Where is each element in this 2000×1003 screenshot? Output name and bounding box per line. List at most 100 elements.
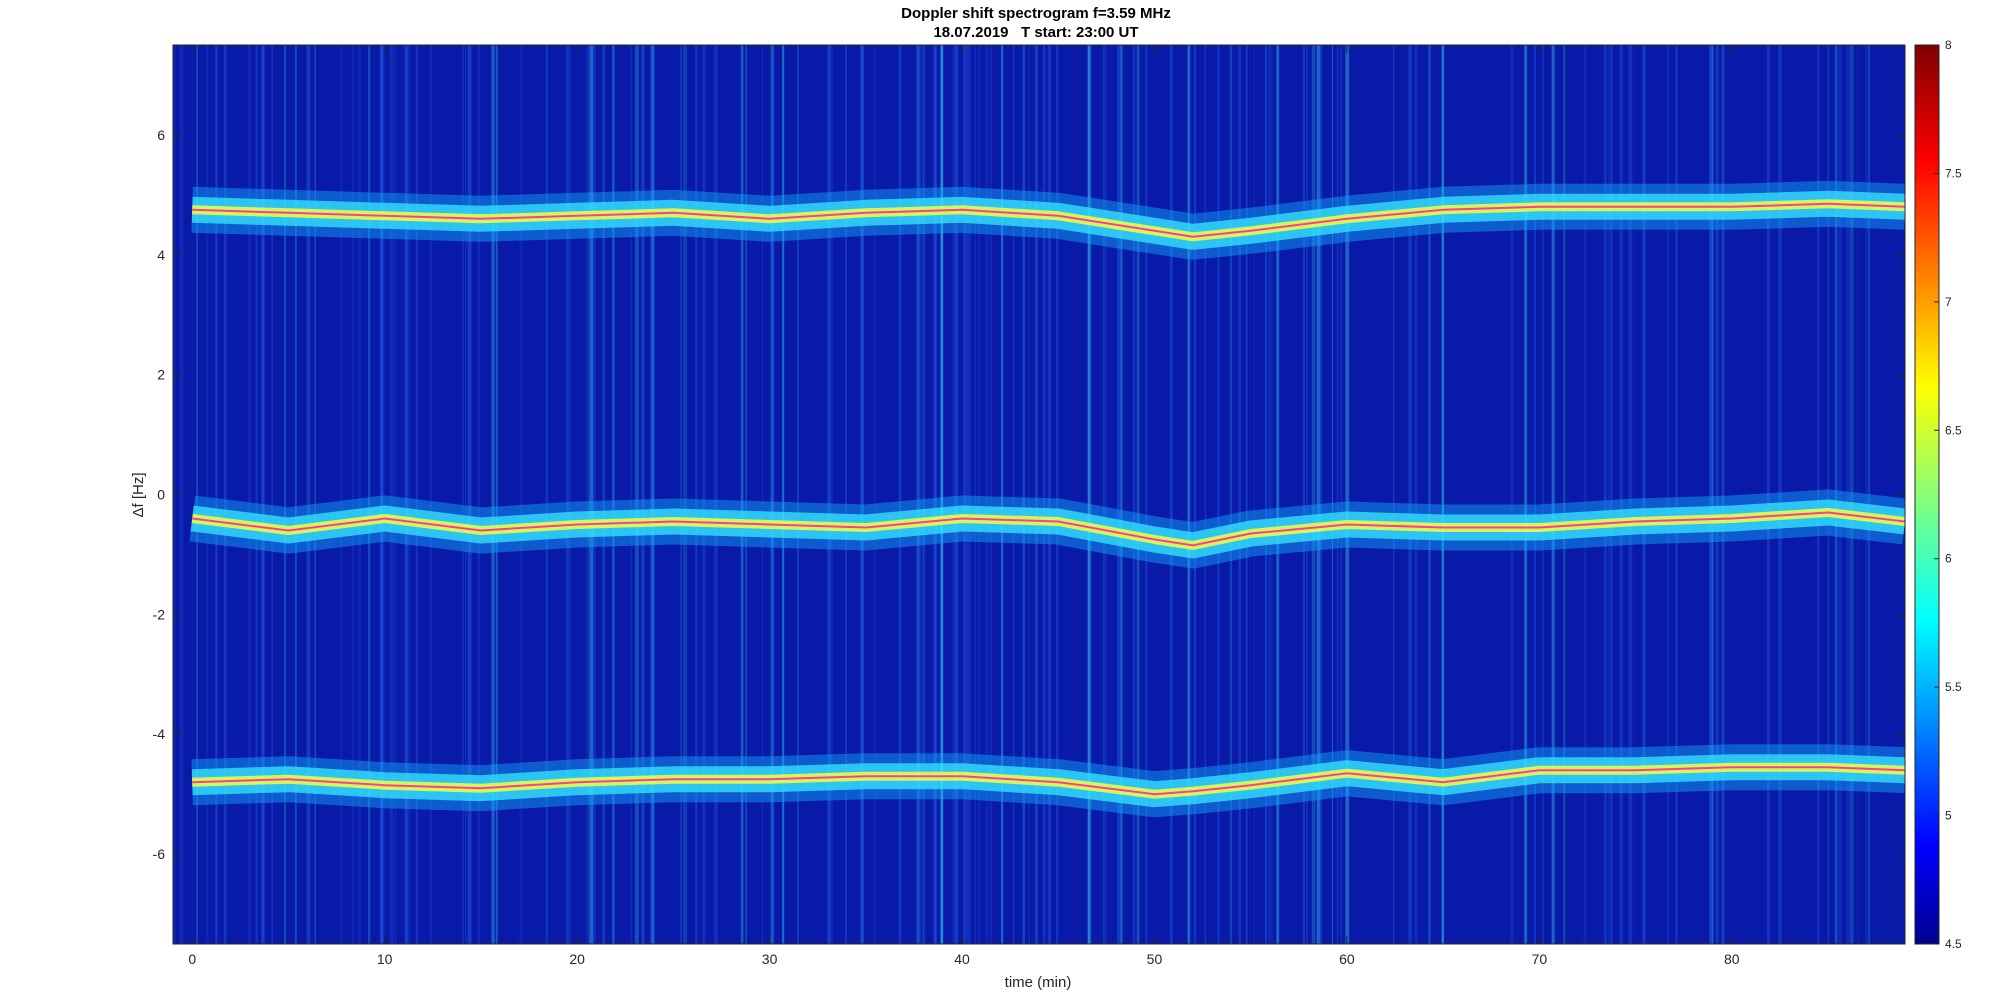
noise-stripe	[1316, 45, 1321, 944]
noise-stripe	[1846, 45, 1850, 944]
x-axis-label: time (min)	[1005, 974, 1072, 991]
noise-stripe	[1524, 45, 1528, 944]
noise-stripe	[262, 45, 265, 944]
noise-stripe	[989, 45, 993, 944]
noise-stripe	[1868, 45, 1870, 944]
ridge-line	[192, 202, 1905, 238]
noise-stripe	[1314, 45, 1316, 944]
noise-stripe	[1028, 45, 1030, 944]
noise-stripe	[1721, 45, 1725, 944]
noise-stripe	[1666, 45, 1670, 944]
noise-stripe	[1865, 45, 1870, 944]
noise-stripe	[206, 45, 209, 944]
colorbar: 4.5 5 5.5 6 6.5 7 7.5 8	[1914, 38, 1962, 951]
noise-stripe	[1510, 45, 1514, 944]
noise-stripe	[1428, 45, 1431, 944]
noise-stripe	[1534, 45, 1536, 944]
colorbar-tick-label: 5.5	[1945, 680, 1962, 694]
noise-stripe	[940, 45, 944, 944]
noise-stripe	[612, 45, 615, 944]
noise-stripe	[1193, 45, 1197, 944]
noise-stripe	[1603, 45, 1608, 944]
noise-stripe	[1102, 45, 1105, 944]
noise-stripe	[1169, 45, 1173, 944]
noise-stripe	[586, 45, 590, 944]
noise-stripe	[1583, 45, 1587, 944]
noise-stripe	[1056, 45, 1059, 944]
noise-stripe	[284, 45, 287, 944]
y-tick-label: 4	[157, 247, 165, 263]
noise-stripe	[1117, 45, 1122, 944]
noise-stripe	[874, 45, 876, 944]
noise-stripe	[680, 45, 682, 944]
noise-stripe	[382, 45, 385, 944]
colorbar-tick-label: 7	[1945, 295, 1952, 309]
noise-stripe	[1145, 45, 1148, 944]
noise-stripe	[1336, 45, 1339, 944]
noise-stripe	[1133, 45, 1135, 944]
noise-stripe	[922, 45, 926, 944]
noise-stripe	[1253, 45, 1256, 944]
noise-stripe	[179, 45, 184, 944]
noise-stripe	[1103, 45, 1107, 944]
noise-stripe	[467, 45, 471, 944]
noise-stripe	[1766, 45, 1770, 944]
noise-stripe	[935, 45, 937, 944]
x-axis: 0 10 20 30 40 50 60 70 80	[188, 45, 1740, 967]
noise-stripe	[1120, 45, 1123, 944]
x-tick-label: 80	[1724, 951, 1740, 967]
chart-subtitle: 18.07.2019 T start: 23:00 UT	[933, 24, 1138, 41]
ridge-line	[192, 511, 1905, 547]
noise-stripe	[1441, 45, 1445, 944]
noise-stripe	[415, 45, 418, 944]
y-axis-label: Δf [Hz]	[130, 472, 147, 517]
noise-stripe	[1628, 45, 1633, 944]
x-tick-label: 70	[1532, 951, 1548, 967]
noise-stripe	[404, 45, 406, 944]
noise-stripe	[1442, 45, 1444, 944]
noise-stripe	[247, 45, 252, 944]
noise-stripe	[1619, 45, 1623, 944]
noise-stripe	[1302, 45, 1305, 944]
noise-stripe	[465, 45, 467, 944]
y-tick-label: -4	[153, 726, 166, 742]
noise-stripe	[589, 45, 594, 944]
noise-stripe	[261, 45, 264, 944]
colorbar-tick-label: 7.5	[1945, 166, 1962, 180]
colorbar-tick-label: 4.5	[1945, 937, 1962, 951]
noise-stripe	[1268, 45, 1271, 944]
noise-stripe	[1414, 45, 1418, 944]
noise-stripe	[1270, 45, 1273, 944]
y-tick-label: 6	[157, 127, 165, 143]
noise-stripe	[940, 45, 944, 944]
noise-stripe	[916, 45, 921, 944]
noise-stripe	[827, 45, 832, 944]
colorbar-tick-label: 5	[1945, 809, 1952, 823]
noise-stripe	[1265, 45, 1268, 944]
noise-stripe	[408, 45, 411, 944]
noise-stripe	[683, 45, 688, 944]
noise-stripe	[963, 45, 966, 944]
noise-stripe	[1838, 45, 1842, 944]
noise-stripe	[650, 45, 655, 944]
noise-stripe	[974, 45, 976, 944]
noise-stripe	[1542, 45, 1544, 944]
noise-stripe	[1246, 45, 1248, 944]
noise-stripe	[1711, 45, 1714, 944]
noise-stripe	[845, 45, 847, 944]
x-tick-label: 40	[954, 951, 970, 967]
noise-stripe	[985, 45, 989, 944]
noise-stripe	[1393, 45, 1395, 944]
noise-stripe	[1132, 45, 1136, 944]
noise-stripe	[566, 45, 571, 944]
noise-stripe	[314, 45, 316, 944]
noise-stripe	[1551, 45, 1555, 944]
noise-stripe	[1034, 45, 1039, 944]
noise-stripe	[545, 45, 548, 944]
noise-stripe	[196, 45, 199, 944]
noise-stripe	[358, 45, 362, 944]
noise-stripe	[963, 45, 967, 944]
noise-stripe	[954, 45, 959, 944]
noise-stripe	[1188, 45, 1192, 944]
